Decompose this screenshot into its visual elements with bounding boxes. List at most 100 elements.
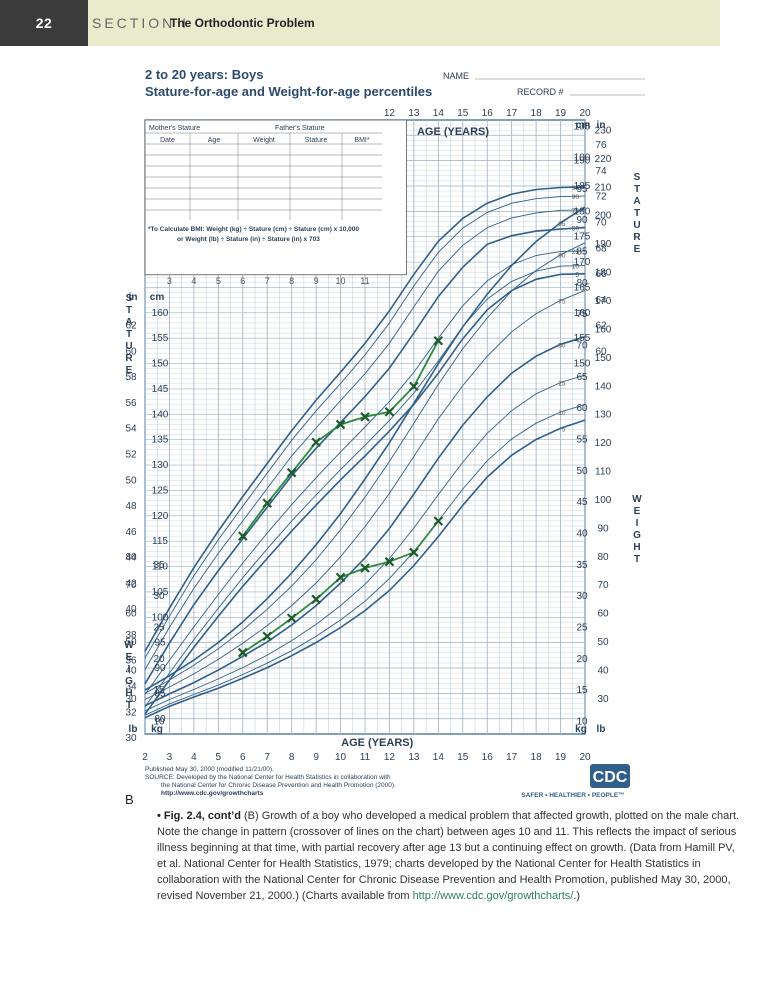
stature-p-95 [144,186,586,652]
section-label: SECTION I [92,15,190,31]
growth-chart: Mother's Stature Father's Stature Date Age W… [115,64,650,799]
patient-stature-point [433,335,444,346]
inner-age-tick: 3 [167,276,172,286]
stature-axis-letter-right: R [633,232,641,243]
bottom-age-tick: 9 [313,752,319,763]
right-lb-tick: 110 [595,467,611,478]
weight-pct-label: 10 [558,410,566,417]
weight-axis-letter-right: G [633,530,641,541]
patient-stature-point [335,419,346,430]
patient-stature-point [360,412,370,422]
left-in-tick: 40 [125,604,137,615]
left-cm-tick: 130 [152,460,169,471]
right-lb-tick: 230 [595,125,612,136]
right-kg-tick: 30 [576,591,588,602]
weight-pct-label: 5 [562,426,566,433]
stature-axis-letter-right: E [634,244,641,255]
right-in-tick: 60 [595,346,607,357]
left-lb-tick: 80 [125,552,137,563]
stature-p-50 [144,226,586,685]
weight-axis-letter-left: T [126,700,132,711]
right-in-tick: 62 [595,321,607,332]
record-table [144,119,407,276]
patient-weight-point [311,594,321,605]
weight-p-5 [144,419,586,719]
weight-pct-label: 90 [558,253,566,260]
weight-p-90 [144,242,586,694]
mother-stature-label: Mother's Stature [149,125,200,132]
left-in-tick: 30 [125,733,137,744]
left-kg-tick: 10 [153,716,165,727]
bottom-age-tick: 6 [240,752,246,763]
stature-axis-letter-left: U [125,341,132,352]
stature-pct-label: 25 [572,249,580,256]
unit-in-left: in [129,292,138,303]
weight-axis-letter-right: T [634,554,640,565]
inner-age-tick: 8 [289,276,294,286]
right-kg-tick: 25 [576,622,588,633]
stature-axis-letter-right: T [634,208,640,219]
left-cm-tick: 110 [152,562,168,573]
right-in-tick: 72 [595,192,607,203]
caption-link[interactable]: http://www.cdc.gov/growthcharts/ [412,890,574,902]
bottom-age-tick: 16 [482,752,494,763]
patient-stature-point [409,381,419,392]
inner-age-tick: 10 [336,276,346,286]
caption-end: .) [573,890,581,902]
page-header: 22 SECTION I The Orthodontic Problem [0,0,720,46]
weight-pct-label: 25 [558,381,566,388]
weight-axis-letter-left: E [126,652,133,663]
father-stature-label: Father's Stature [275,125,325,132]
cdc-logo: CDC [593,769,628,786]
bottom-age-tick: 14 [433,752,445,763]
right-in-tick: 70 [595,218,607,229]
right-lb-tick: 50 [597,637,609,648]
left-kg-tick: 30 [153,591,165,602]
inner-age-tick: 4 [191,276,196,286]
left-in-tick: 38 [125,630,137,641]
patient-weight-point [360,563,370,573]
chart-subtitle: Stature-for-age and Weight-for-age perce… [145,84,432,99]
inner-age-tick: 11 [360,276,369,286]
right-kg-tick: 50 [576,466,588,477]
left-cm-tick: 85 [154,688,166,699]
footer-source-2: the National Center for Chronic Disease … [161,782,396,789]
footer-published: Published May 30, 2000 (modified 11/21/0… [145,766,274,773]
right-lb-tick: 200 [595,211,612,222]
left-lb-tick: 60 [125,609,137,620]
weight-p-50 [144,336,586,707]
inner-age-tick: 9 [314,276,319,286]
cdc-logo-box [590,764,630,788]
right-kg-tick: 85 [576,247,588,258]
bmi-note-1: *To Calculate BMI: Weight (kg) ÷ Stature… [148,226,359,233]
left-in-tick: 50 [125,475,137,486]
weight-axis-letter-left: H [125,688,132,699]
stature-axis-letter-right: A [633,196,640,207]
footer-source-1: SOURCE: Developed by the National Center… [145,774,391,781]
right-lb-tick: 190 [595,239,612,250]
cdc-tagline: SAFER • HEALTHIER • PEOPLE™ [521,792,624,799]
top-age-tick: 17 [506,108,518,119]
weight-axis-letter-right: E [634,506,641,517]
left-cm-tick: 155 [152,333,169,344]
left-in-tick: 60 [125,346,137,357]
weight-axis-letter-right: H [633,542,640,553]
left-cm-tick: 115 [152,536,168,547]
unit-cm-right: cm [576,120,591,131]
right-kg-tick: 70 [576,341,588,352]
left-kg-tick: 20 [153,654,165,665]
bottom-age-tick: 15 [457,752,469,763]
top-age-tick: 20 [579,108,591,119]
left-cm-tick: 95 [154,638,166,649]
right-kg-tick: 100 [574,153,591,164]
inner-age-tick: 6 [240,276,245,286]
right-lb-tick: 160 [595,324,612,335]
left-in-tick: 46 [125,527,137,538]
top-age-tick: 19 [555,108,567,119]
stature-pct-label: 50 [572,226,580,233]
left-cm-tick: 135 [152,435,169,446]
right-kg-tick: 75 [576,309,588,320]
bottom-age-tick: 11 [360,752,371,763]
stature-axis-letter-right: S [634,172,641,183]
right-cm-tick: 190 [574,156,591,167]
